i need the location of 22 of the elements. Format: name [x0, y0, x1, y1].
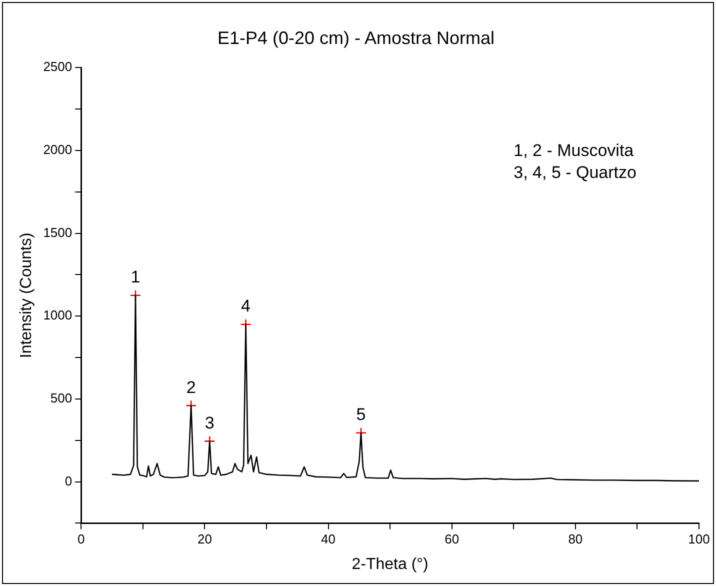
annotation: 3, 4, 5 - Quartzo	[514, 162, 636, 182]
y-tick-label: 500	[50, 390, 72, 406]
x-tick-label: 20	[197, 532, 212, 547]
annotation: 2	[186, 378, 196, 397]
x-tick-label: 80	[568, 532, 583, 547]
annotation: 4	[241, 296, 251, 316]
y-tick-label: 2500	[43, 59, 72, 74]
y-tick-label: 0	[64, 473, 72, 488]
x-tick-label: 100	[688, 532, 710, 547]
x-axis-title: 2-Theta (°)	[352, 556, 428, 573]
x-tick-label: 0	[78, 532, 85, 547]
x-tick-label: 40	[321, 532, 336, 547]
y-tick-label: 1500	[43, 224, 72, 240]
annotation: 1	[130, 268, 140, 287]
annotation: 5	[356, 405, 366, 424]
annotation: 3	[204, 413, 214, 432]
chart-title: E1-P4 (0-20 cm) - Amostra Normal	[217, 28, 495, 48]
y-tick-label: 2000	[43, 142, 72, 158]
y-axis-title: Intensity (Counts)	[18, 232, 36, 358]
annotation: 1, 2 - Muscovita	[514, 140, 634, 160]
y-tick-label: 1000	[43, 308, 72, 323]
x-tick-label: 60	[444, 532, 460, 547]
